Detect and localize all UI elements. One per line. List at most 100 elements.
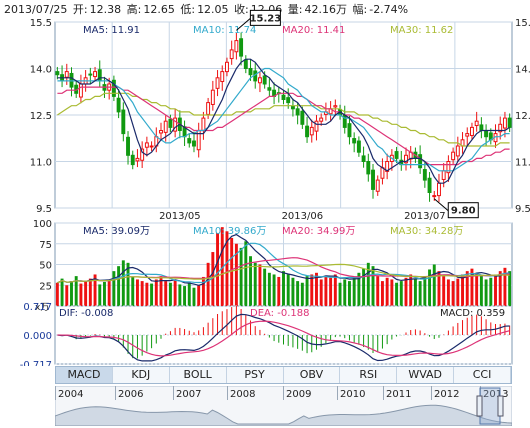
volume-bar xyxy=(404,277,408,306)
volume-bar xyxy=(187,282,191,306)
volume-bar xyxy=(413,278,417,306)
dea-line xyxy=(57,320,510,357)
candle-body xyxy=(201,117,206,131)
volume-bar xyxy=(253,262,257,306)
tab-kdj[interactable]: KDJ xyxy=(113,367,170,383)
volume-bar xyxy=(508,271,512,306)
candle-body xyxy=(78,83,83,98)
volume-bar xyxy=(107,279,111,306)
volume-bar xyxy=(230,237,234,306)
price-legend-ma30: MA30: 11.62 xyxy=(390,25,453,36)
candle-body xyxy=(394,151,399,159)
candle-body xyxy=(69,72,74,88)
volume-bar xyxy=(428,269,432,306)
volume-bar xyxy=(216,232,220,306)
volume-bar xyxy=(333,274,337,306)
price-x-tick: 2013/07 xyxy=(404,211,446,222)
low-annotation: 9.80 xyxy=(451,206,476,217)
volume-bar xyxy=(503,267,507,306)
candle-body xyxy=(140,148,145,161)
volume-bar xyxy=(357,272,361,306)
volume-bar xyxy=(150,283,154,306)
candle-body xyxy=(64,71,69,78)
volume-bar xyxy=(479,276,483,306)
candle-body xyxy=(469,126,474,136)
volume-bar xyxy=(465,271,469,306)
volume-ma30-line xyxy=(57,263,510,284)
candle-body xyxy=(422,169,427,181)
volume-bar xyxy=(475,272,479,306)
indicator-tabs: MACD KDJ BOLL PSY OBV RSI WVAD CCI xyxy=(55,366,512,384)
candle-body xyxy=(286,97,291,104)
candle-body xyxy=(135,157,140,162)
volume-bar xyxy=(60,278,64,306)
timeline-year-label: 2006 xyxy=(118,389,143,400)
candle-body xyxy=(239,38,244,57)
candle-body xyxy=(168,118,173,128)
volume-bar xyxy=(244,241,248,306)
candle-body xyxy=(192,140,196,147)
tab-wvad[interactable]: WVAD xyxy=(397,367,455,383)
volume-bar xyxy=(258,264,262,306)
tab-cci[interactable]: CCI xyxy=(454,367,511,383)
candle-body xyxy=(375,179,380,192)
volume-bar xyxy=(103,281,106,306)
candle-body xyxy=(295,108,300,116)
candle-body xyxy=(300,110,305,125)
dif-line xyxy=(57,313,510,362)
volume-bar xyxy=(225,231,229,306)
volume-bar xyxy=(489,277,493,306)
macd-legend-macd: MACD: 0.359 xyxy=(440,308,505,319)
price-tick-left: 15.5 xyxy=(30,18,52,29)
candle-body xyxy=(305,125,310,138)
timeline-year-label: 2007 xyxy=(176,389,201,400)
tab-macd[interactable]: MACD xyxy=(56,367,113,383)
price-x-tick: 2013/05 xyxy=(159,211,201,222)
timeline-year-label: 2010 xyxy=(340,389,365,400)
quote-date: 2013/07/25 xyxy=(4,3,68,16)
volume-bar xyxy=(173,279,177,306)
tab-obv[interactable]: OBV xyxy=(284,367,341,383)
volume-bar xyxy=(192,287,196,306)
candle-body xyxy=(267,87,272,91)
tab-rsi[interactable]: RSI xyxy=(340,367,398,383)
candle-body xyxy=(88,73,93,76)
volume-bar xyxy=(272,274,276,306)
timeline-right-handle[interactable] xyxy=(497,395,504,417)
volume-bar xyxy=(79,283,83,306)
timeline-year-label: 2004 xyxy=(58,389,83,400)
price-legend-ma5: MA5: 11.91 xyxy=(83,25,140,36)
volume-bar xyxy=(380,281,384,306)
candle-body xyxy=(347,123,352,138)
volume-bar xyxy=(263,268,267,306)
candle-body xyxy=(225,61,229,73)
candle-body xyxy=(319,117,324,122)
volume-bar xyxy=(93,274,97,306)
candle-body xyxy=(502,117,507,129)
timeline-navigator[interactable]: 2004 2006 2007 2008 2009 2010 2011 2012 2013 xyxy=(55,386,512,426)
open-value: 12.38 xyxy=(89,3,122,16)
volume-bar xyxy=(484,279,488,306)
volume-bar xyxy=(329,277,333,306)
timeline-selection-window[interactable] xyxy=(479,387,501,425)
volume-bar xyxy=(498,271,502,306)
volume-bar xyxy=(286,274,290,306)
candle-body xyxy=(333,105,338,108)
volume-unit-label: x万 xyxy=(35,303,49,313)
candle-body xyxy=(144,142,149,148)
volume-bar xyxy=(126,262,130,306)
change-value: -2.74% xyxy=(369,3,409,16)
volume-bar xyxy=(324,276,328,306)
candle-body xyxy=(97,69,102,82)
timeline-year-label: 2013 xyxy=(483,389,508,400)
annotation-box xyxy=(249,9,281,26)
close-label: 收: xyxy=(234,3,249,16)
timeline-left-handle[interactable] xyxy=(476,395,483,417)
volume-legend-ma5: MA5: 39.09万 xyxy=(83,226,150,237)
tab-boll[interactable]: BOLL xyxy=(170,367,227,383)
volume-bar xyxy=(310,274,314,306)
tab-psy[interactable]: PSY xyxy=(227,367,284,383)
volume-ma5-line xyxy=(57,233,510,286)
candle-body xyxy=(262,75,267,85)
volume-bar xyxy=(74,276,78,306)
